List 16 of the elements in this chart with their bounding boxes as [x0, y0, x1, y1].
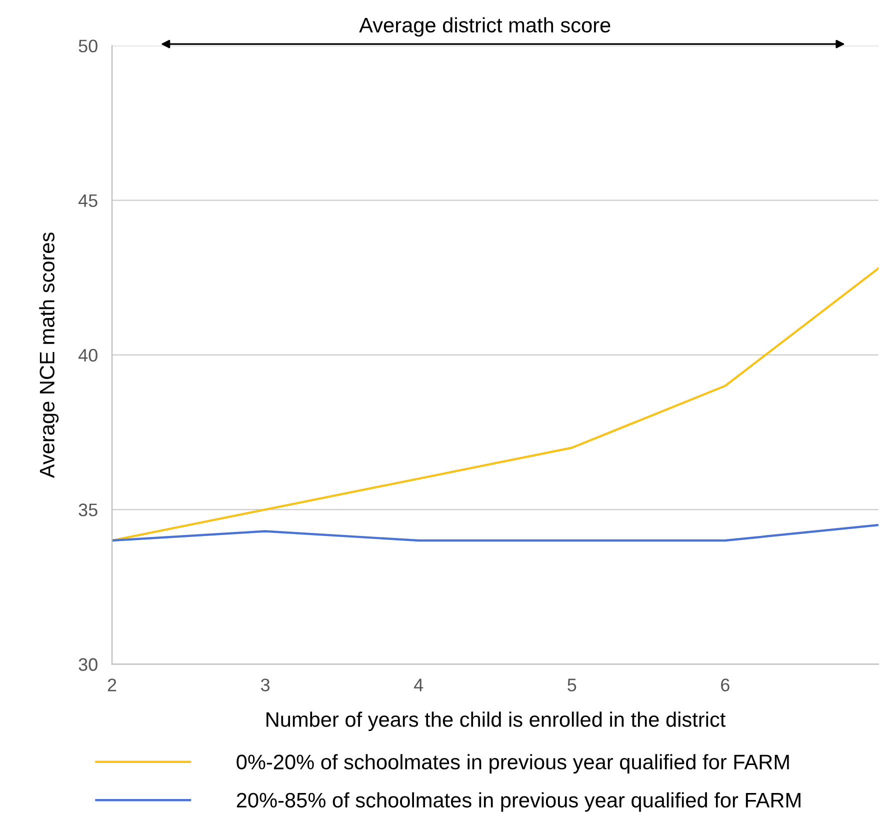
y-tick-label: 50: [78, 40, 98, 52]
x-tick-label: 4: [414, 678, 424, 692]
legend-label: 0%-20% of schoolmates in previous year qualified for FARM: [236, 754, 789, 774]
y-tick-label: 30: [78, 658, 98, 671]
x-tick-label: 3: [260, 678, 270, 692]
x-tick-label: 6: [721, 678, 730, 692]
y-tick-label: 45: [78, 194, 98, 208]
y-axis-title: Average NCE math scores: [39, 232, 59, 478]
x-tick-label: 5: [568, 678, 576, 692]
x-axis-title: Number of years the child is enrolled in the district: [266, 712, 726, 732]
text: Average district math score: [359, 17, 610, 37]
legend-label: 20%-85% of schoolmates in previous year qualified for FARM: [236, 792, 800, 812]
y-tick-label: 35: [78, 504, 98, 516]
x-tick-label: 2: [108, 678, 116, 692]
line-series: [112, 267, 878, 542]
y-tick-label: 40: [78, 348, 98, 362]
